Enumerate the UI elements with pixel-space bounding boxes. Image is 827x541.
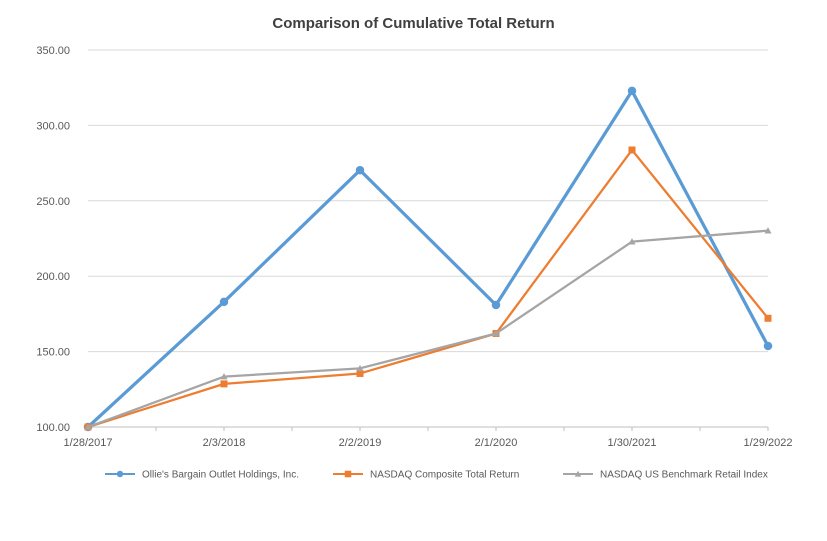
y-axis-label: 300.00 xyxy=(36,120,70,132)
series-line xyxy=(86,89,770,429)
x-axis: 1/28/2017 2/3/2018 2/2/2019 2/1/2020 1/30/20… xyxy=(64,427,793,449)
x-axis-label: 1/28/2017 xyxy=(64,437,113,449)
data-point-square xyxy=(220,380,228,388)
y-axis-label: 200.00 xyxy=(36,271,70,283)
series-triangle xyxy=(84,227,772,430)
x-axis-label: 2/3/2018 xyxy=(203,437,246,449)
data-point-circle xyxy=(219,297,229,307)
series-square xyxy=(84,146,772,431)
series-line xyxy=(86,229,770,429)
data-point-triangle xyxy=(628,238,636,245)
data-point-triangle xyxy=(574,470,582,477)
legend-label: Ollie's Bargain Outlet Holdings, Inc. xyxy=(142,470,299,481)
data-point-triangle xyxy=(356,364,364,372)
data-point-triangle xyxy=(764,227,772,234)
data-point-square xyxy=(344,470,352,478)
legend-label: NASDAQ Composite Total Return xyxy=(370,470,519,481)
data-point-circle xyxy=(763,341,773,351)
series-group xyxy=(83,86,773,432)
data-point-circle xyxy=(627,86,637,96)
legend: Ollie's Bargain Outlet Holdings, Inc. NAS… xyxy=(105,470,768,481)
data-point-square xyxy=(764,314,772,322)
data-point-circle xyxy=(355,165,365,175)
gridlines xyxy=(88,49,768,428)
x-axis-label: 1/30/2021 xyxy=(608,437,657,449)
data-point-triangle xyxy=(220,373,228,380)
y-axis-label: 100.00 xyxy=(36,422,70,434)
legend-item: Ollie's Bargain Outlet Holdings, Inc. xyxy=(105,470,299,481)
legend-label: NASDAQ US Benchmark Retail Index xyxy=(600,470,768,481)
x-axis-label: 2/2/2019 xyxy=(339,437,382,449)
y-axis-label: 350.00 xyxy=(36,45,70,57)
data-point-square xyxy=(628,146,636,154)
data-point-circle xyxy=(491,300,501,310)
x-axis-label: 2/1/2020 xyxy=(475,437,518,449)
x-axis-label: 1/29/2022 xyxy=(744,437,793,449)
legend-item: NASDAQ Composite Total Return xyxy=(333,470,519,481)
series-line xyxy=(86,148,770,429)
data-point-triangle xyxy=(492,330,500,337)
y-axis: 100.00 150.00 200.00 250.00 300.00 350.00 xyxy=(36,45,70,434)
y-axis-label: 150.00 xyxy=(36,347,70,359)
y-axis-label: 250.00 xyxy=(36,196,70,208)
series-circle xyxy=(83,86,773,432)
data-point-square xyxy=(356,369,364,377)
chart-title: Comparison of Cumulative Total Return xyxy=(272,15,554,32)
data-point-triangle xyxy=(84,423,92,430)
data-point-circle xyxy=(116,470,124,478)
legend-item: NASDAQ US Benchmark Retail Index xyxy=(563,470,768,481)
